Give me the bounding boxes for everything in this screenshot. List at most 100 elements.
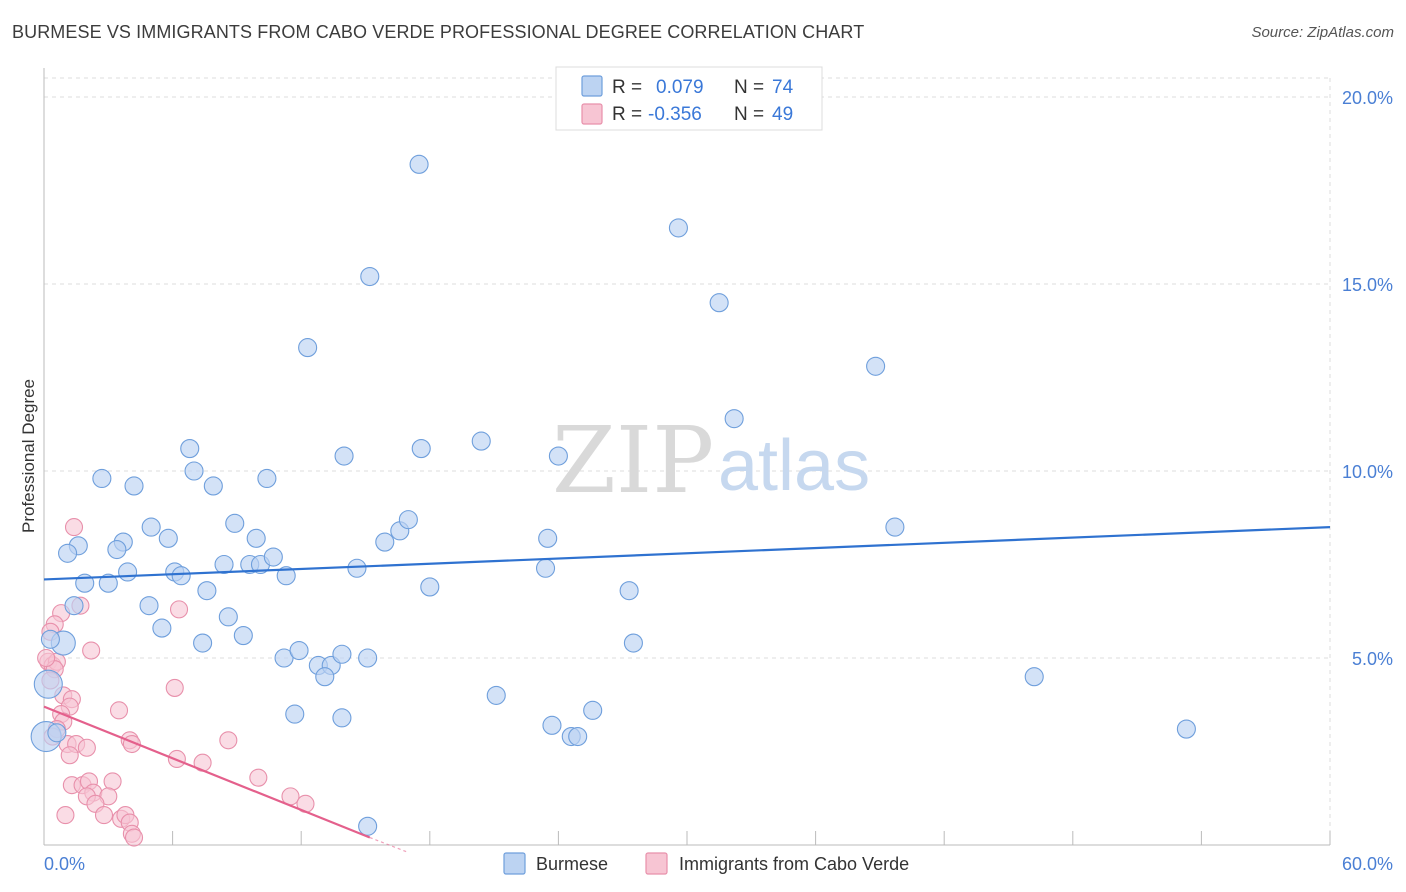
cabo-verde-point-3 [169,600,189,619]
burmese-point-48 [152,618,172,638]
y-axis-title: Professional Degree [19,379,38,533]
burmese-point-21 [225,513,245,533]
legend-n-label-burmese: N = [734,77,764,98]
burmese-point-3 [709,293,729,313]
burmese-point-28 [58,543,78,563]
burmese-point-62 [1024,667,1044,687]
cabo-verde-trend-extension [369,836,409,854]
burmese-point-41 [98,573,118,593]
burmese-point-9 [411,439,431,459]
burmese-point-32 [171,566,191,586]
burmese-point-10 [471,431,491,451]
chart-title: BURMESE VS IMMIGRANTS FROM CABO VERDE PR… [12,22,865,42]
burmese-point-0 [409,154,429,174]
y-tick-label-1: 10.0% [1342,462,1393,482]
burmese-point-68 [583,700,603,720]
y-tick-label-2: 15.0% [1342,275,1393,295]
legend-bottom-swatch-cabo-verde [645,852,668,875]
burmese-point-13 [124,476,144,496]
burmese-point-39 [535,558,556,578]
burmese-point-27 [885,517,905,537]
burmese-point-19 [141,517,161,537]
burmese-point-12 [92,468,112,489]
watermark-zip: ZIP [552,407,714,514]
legend-bottom-label-burmese: Burmese [536,854,608,874]
cabo-verde-point-30 [249,768,268,787]
burmese-point-4 [298,338,318,358]
cabo-verde-point-26 [219,731,238,750]
burmese-point-44 [619,581,639,601]
watermark: ZIP atlas [552,407,870,514]
burmese-point-45 [64,596,84,616]
burmese-point-67 [568,726,588,747]
burmese-point-63 [285,704,305,724]
burmese-point-43 [420,577,440,597]
burmese-point-26 [538,528,558,548]
legend-n-label-cabo-verde: N = [734,104,764,125]
trend-lines [43,526,1331,854]
cabo-verde-trend-line [43,705,371,839]
burmese-point-71 [47,723,67,743]
burmese-point-36 [263,547,283,567]
burmese-point-22 [246,528,266,548]
burmese-point-52 [623,633,643,653]
legend-r-label-cabo-verde: R = [612,104,642,125]
burmese-point-7 [180,439,200,459]
cabo-verde-point-41 [56,806,75,825]
burmese-point-23 [375,532,395,552]
burmese-point-69 [1176,719,1196,739]
cabo-verde-point-34 [103,772,122,791]
burmese-point-65 [542,715,562,735]
legend-r-value-burmese: 0.079 [656,77,704,98]
burmese-point-29 [107,539,127,560]
burmese-point-14 [184,461,204,481]
burmese-point-73 [358,816,378,836]
legend-bottom-swatch-burmese [503,852,526,875]
burmese-point-16 [257,468,277,489]
watermark-atlas: atlas [718,426,870,506]
burmese-point-72 [40,629,60,649]
burmese-point-61 [486,685,506,705]
burmese-point-46 [139,596,159,616]
burmese-point-2 [360,266,380,287]
y-tick-label-3: 20.0% [1342,88,1393,108]
burmese-point-25 [398,510,418,530]
cabo-verde-point-6 [82,641,101,660]
legend-n-value-cabo-verde: 49 [772,104,793,125]
cabo-verde-point-48 [37,648,56,668]
burmese-point-6 [724,409,744,429]
burmese-trend-line [43,526,1331,581]
x-tick-labels: 0.0% 60.0% [44,854,1393,874]
burmese-point-30 [118,562,138,582]
x-tick-label-0: 0.0% [44,854,85,874]
legend-stats: R = 0.079 N = 74 R = -0.356 N = 49 [555,66,823,131]
burmese-point-11 [548,446,568,466]
y-tick-label-0: 5.0% [1352,649,1393,669]
burmese-point-5 [866,356,886,376]
burmese-point-38 [347,558,367,578]
cabo-verde-point-47 [124,828,144,847]
legend-r-value-cabo-verde: -0.356 [648,104,702,125]
burmese-point-53 [274,648,294,668]
burmese-point-33 [214,554,234,575]
burmese-point-42 [197,581,217,601]
axes [43,68,1331,846]
burmese-point-51 [193,633,213,653]
burmese-point-57 [315,667,335,687]
burmese-point-58 [332,644,352,664]
burmese-point-37 [276,566,296,586]
burmese-point-64 [332,708,352,728]
y-tick-labels: 5.0% 10.0% 15.0% 20.0% [1342,88,1393,669]
cabo-verde-point-27 [60,746,79,765]
burmese-point-15 [203,476,223,496]
burmese-point-47 [218,607,238,627]
x-tick-label-1: 60.0% [1342,854,1393,874]
series-burmese-points [30,154,1196,836]
legend-series: Burmese Immigrants from Cabo Verde [503,852,909,875]
legend-swatch-burmese [581,75,603,97]
legend-swatch-cabo-verde [581,103,603,125]
cabo-verde-point-16 [109,701,129,720]
cabo-verde-point-11 [165,678,184,697]
burmese-point-1 [668,218,688,238]
